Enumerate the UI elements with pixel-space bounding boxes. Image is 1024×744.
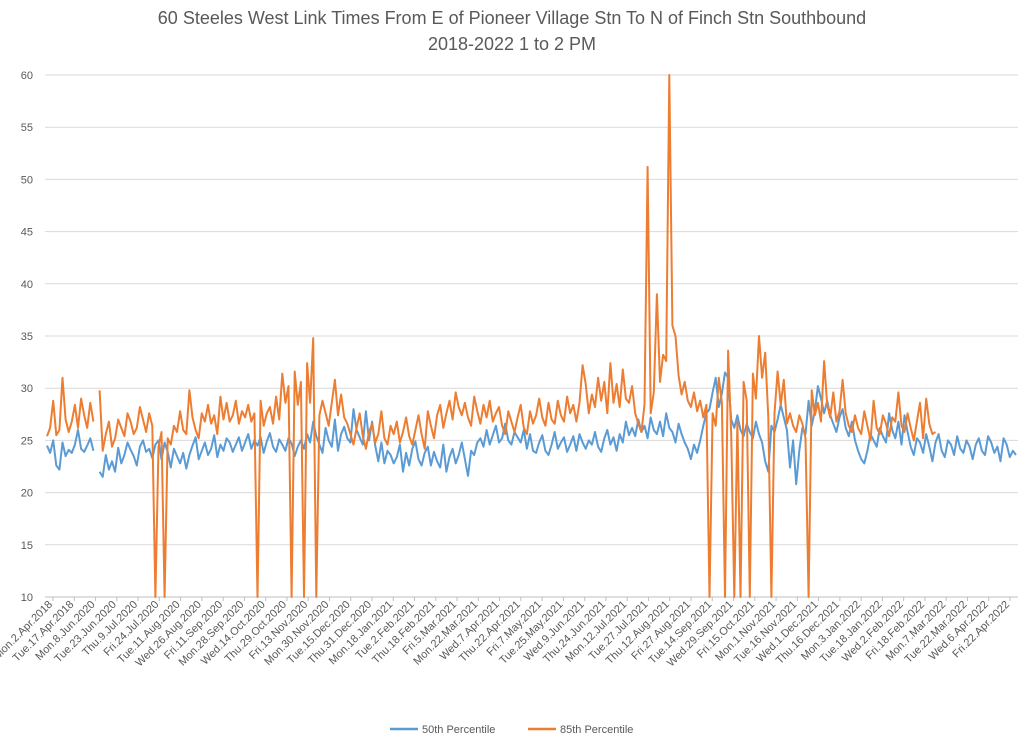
y-tick-label-10: 10 bbox=[21, 592, 33, 604]
y-tick-label-30: 30 bbox=[21, 383, 33, 395]
series-line-50th-percentile bbox=[46, 371, 1017, 486]
series-line-85th-percentile bbox=[46, 74, 937, 598]
legend: 50th Percentile 85th Percentile bbox=[390, 724, 633, 736]
y-tick-label-40: 40 bbox=[21, 279, 33, 291]
y-tick-label-55: 55 bbox=[21, 122, 33, 134]
chart-title: 60 Steeles West Link Times From E of Pio… bbox=[157, 8, 867, 28]
series-lines bbox=[46, 74, 1017, 598]
y-tick-label-20: 20 bbox=[21, 488, 33, 500]
y-tick-label-50: 50 bbox=[21, 174, 33, 186]
y-tick-label-45: 45 bbox=[21, 227, 33, 239]
y-axis: 10 15 20 25 30 35 40 45 50 55 60 bbox=[21, 70, 33, 604]
y-tick-label-15: 15 bbox=[21, 540, 33, 552]
y-tick-label-60: 60 bbox=[21, 70, 33, 82]
y-tick-label-35: 35 bbox=[21, 331, 33, 343]
gridlines bbox=[45, 74, 1018, 598]
legend-label-85th: 85th Percentile bbox=[560, 724, 633, 736]
chart-subtitle: 2018-2022 1 to 2 PM bbox=[427, 34, 597, 54]
legend-label-50th: 50th Percentile bbox=[422, 724, 495, 736]
y-tick-label-25: 25 bbox=[21, 435, 33, 447]
x-axis: Mon.2.Apr.2018Tue.17.Apr.2018Mon.8.Jun.2… bbox=[0, 596, 1018, 669]
